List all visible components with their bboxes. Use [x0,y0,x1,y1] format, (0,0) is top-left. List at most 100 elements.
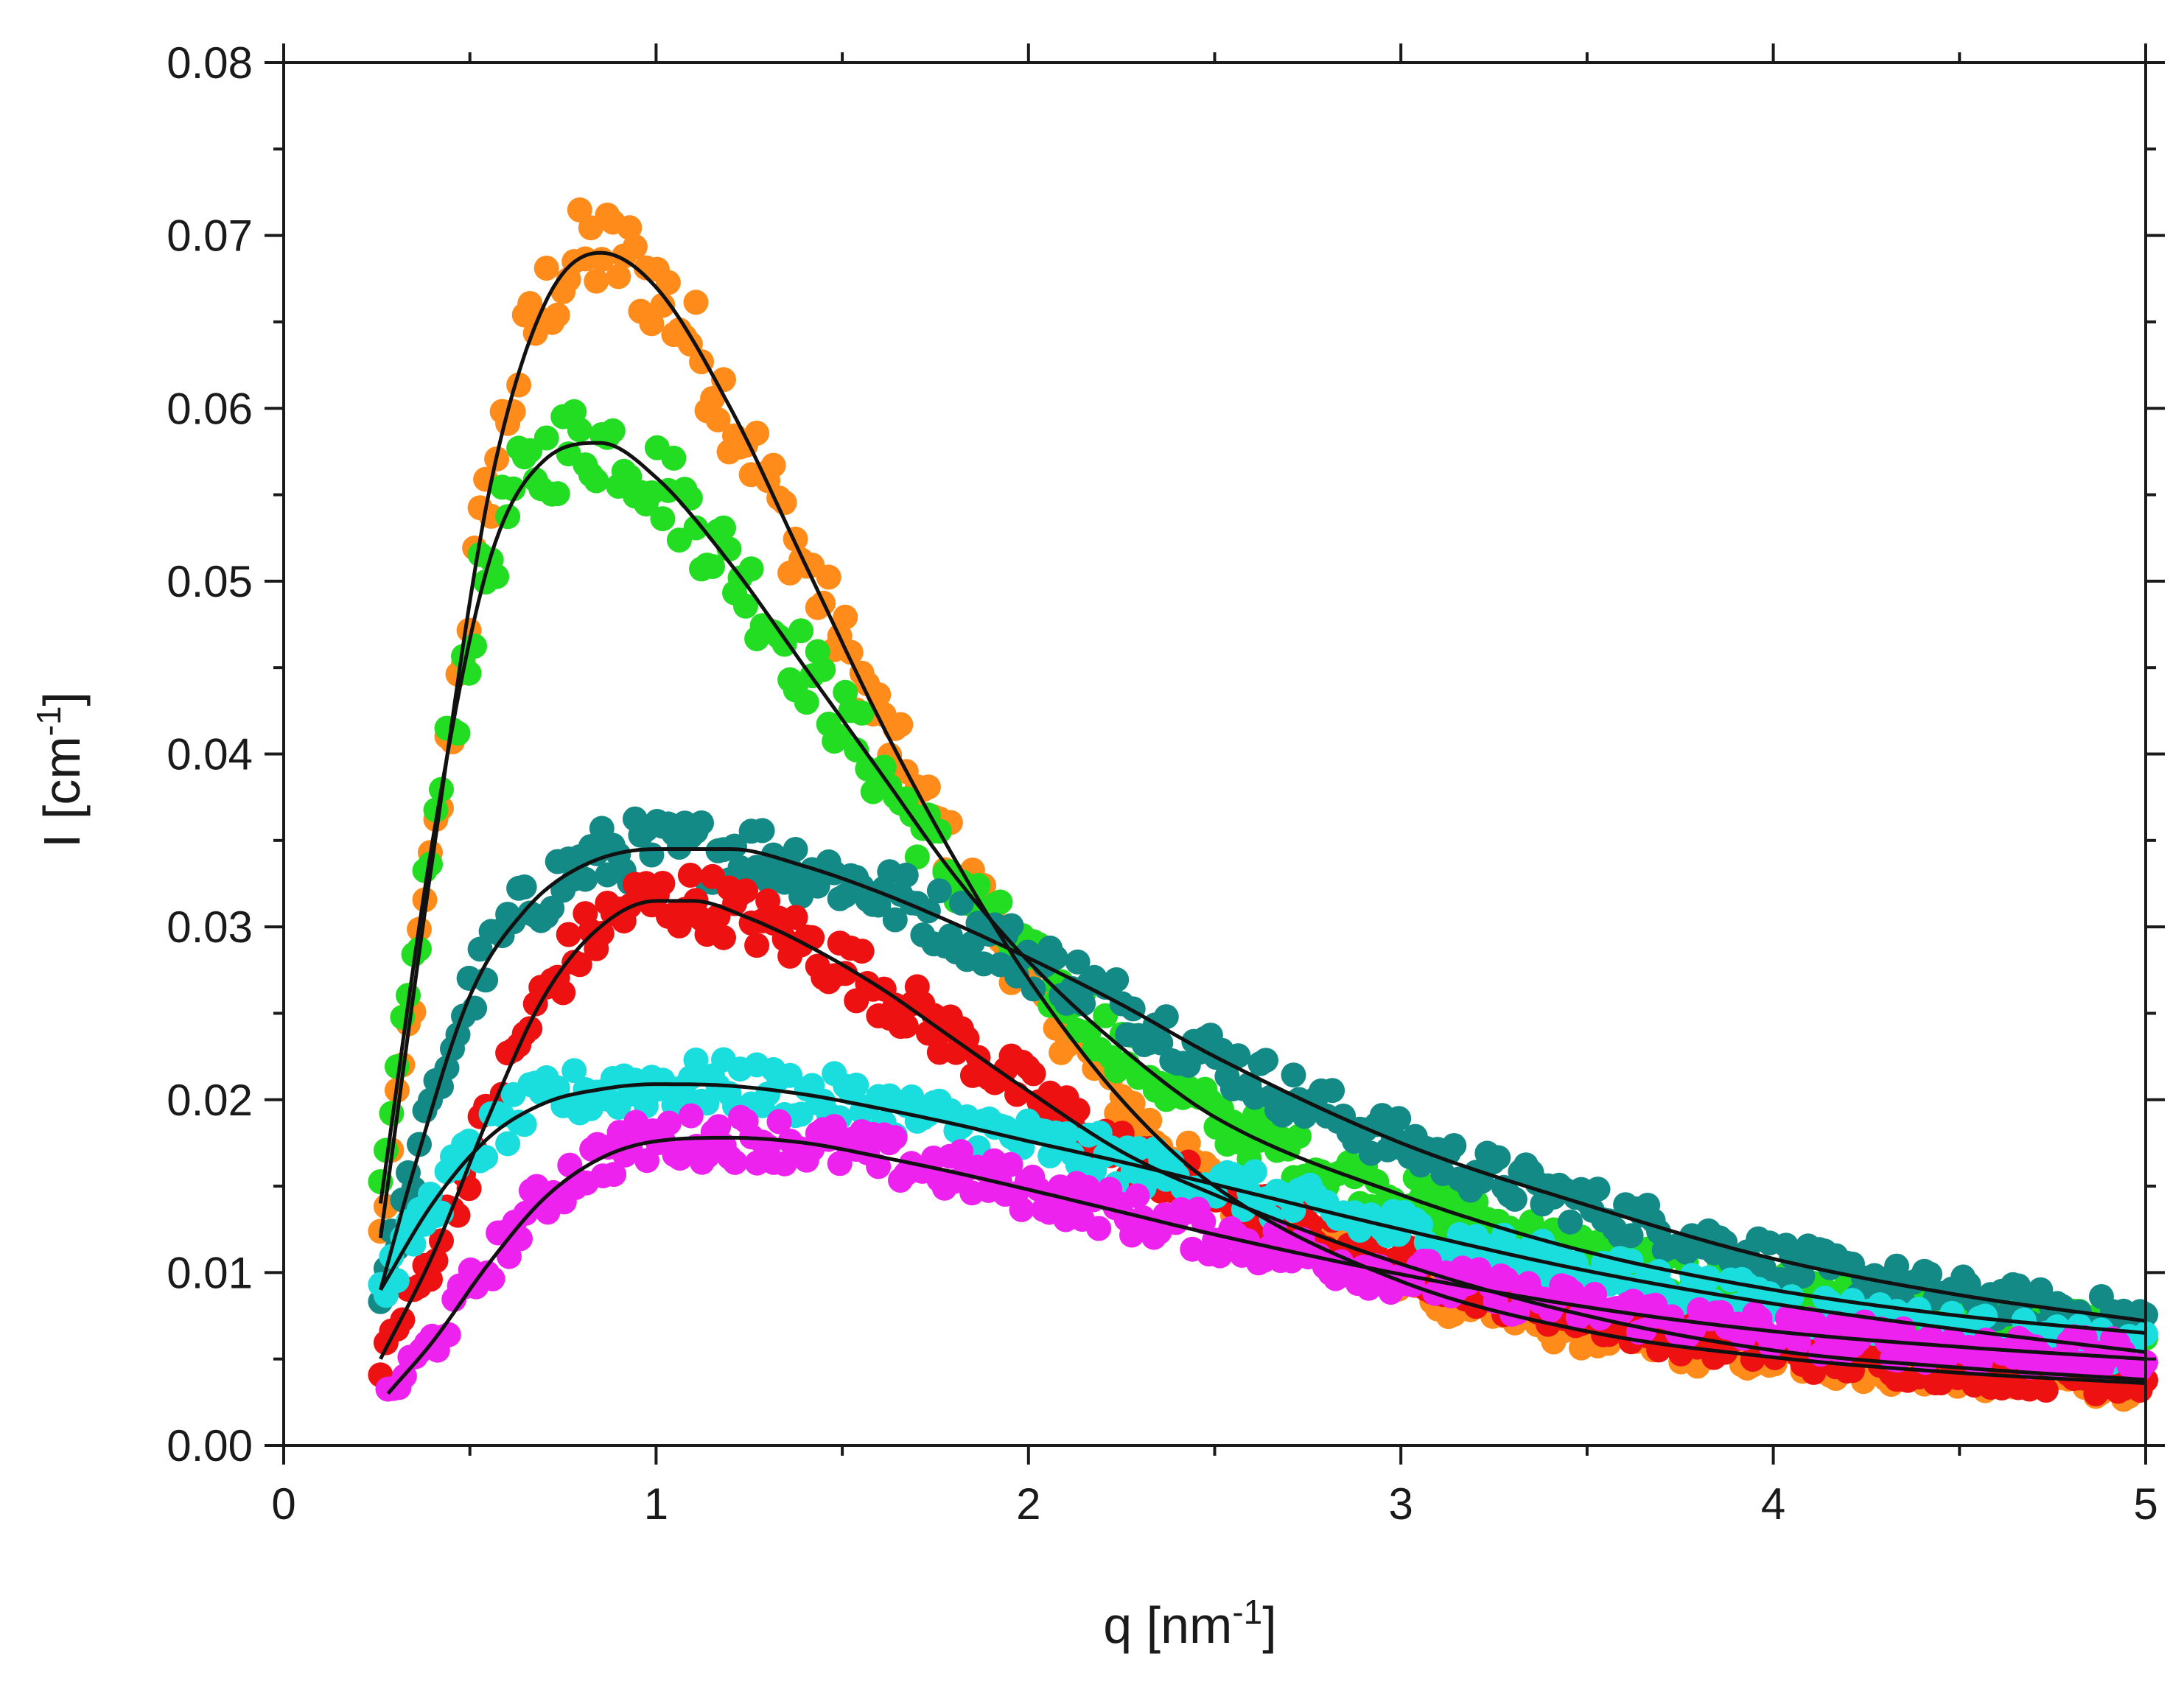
data-point [650,506,676,532]
x-tick-label: 2 [1016,1479,1040,1529]
data-point [882,907,908,933]
data-point [561,1058,587,1084]
data-point [1585,1177,1611,1202]
data-point [567,417,592,443]
series-green-fit-line [378,441,2146,1335]
data-point [567,952,592,978]
data-point [811,656,836,682]
data-point [783,837,808,862]
data-point [480,1266,505,1291]
data-point [533,256,559,281]
data-point [849,700,875,726]
data-point [1281,1062,1306,1088]
data-point [678,1103,704,1129]
data-point [500,476,526,502]
data-point [1973,1303,1998,1329]
data-point [600,418,626,443]
data-point [533,425,559,451]
data-point [760,452,786,478]
data-point [733,593,758,619]
data-point [722,1149,748,1175]
data-point [495,1131,521,1157]
data-point [866,1154,892,1179]
x-tick-label: 3 [1389,1479,1413,1529]
data-point [899,1084,925,1109]
data-point [384,1268,410,1294]
data-point [816,564,841,590]
series-orange-fit-line [378,250,2146,1385]
data-point [606,264,631,290]
data-point [783,905,808,930]
data-point [706,1114,732,1140]
data-point [1558,1209,1583,1235]
data-point [788,618,814,644]
data-point [833,604,858,630]
data-point [550,980,576,1006]
y-tick-label: 0.07 [167,211,253,261]
data-point [473,1145,499,1170]
data-point [601,1162,627,1188]
y-tick-label: 0.04 [167,730,253,779]
data-point [484,564,510,589]
data-point [844,1072,869,1098]
data-point [744,933,770,958]
y-tick-label: 0.02 [167,1076,253,1125]
data-point [650,292,676,318]
data-point [584,468,609,494]
y-tick-label: 0.03 [167,902,253,952]
data-point [545,481,570,507]
data-point [722,833,747,859]
data-point [650,871,676,896]
data-point [1004,1081,1029,1107]
y-tick-label: 0.08 [167,38,253,88]
data-point [1320,1078,1345,1104]
data-point [1009,1196,1035,1222]
y-axis-title: I [cm-1] [29,692,91,848]
data-point [827,723,853,749]
data-point [998,913,1024,939]
y-tick-label: 0.06 [167,384,253,433]
x-tick-label: 5 [2133,1479,2157,1529]
data-point [407,1132,432,1157]
data-point [1618,1223,1644,1249]
data-point [1191,1209,1217,1235]
data-point [1356,1275,1382,1301]
data-point [556,922,581,947]
data-point [1242,1159,1267,1185]
data-point [573,866,598,892]
data-point [584,268,609,294]
data-point [617,215,643,241]
data-point [661,445,687,471]
data-point [700,386,725,411]
data-point [1021,1061,1046,1087]
data-point [1631,1317,1657,1343]
data-point [888,712,914,737]
data-point [1790,1263,1816,1288]
data-point [733,878,758,904]
x-tick-label: 1 [644,1479,668,1529]
data-point [833,961,858,986]
data-point [677,863,703,888]
data-point [1386,1106,1412,1132]
data-point [508,1226,533,1252]
series-teal-fit-line [378,847,2146,1323]
data-point [849,939,875,964]
data-point [1485,1145,1511,1171]
data-point [871,754,897,780]
data-point [998,1151,1023,1177]
data-point [827,1151,853,1177]
x-tick-label: 4 [1761,1479,1785,1529]
data-point [987,889,1013,915]
data-point [1037,1143,1063,1168]
data-point [683,290,709,315]
data-point [539,895,565,921]
data-point [749,818,775,844]
data-point [2033,1378,2059,1403]
data-point [423,1248,449,1274]
data-point [700,554,725,579]
data-point [1043,944,1068,970]
data-point [639,311,665,337]
y-tick-label: 0.05 [167,557,253,606]
data-point [893,1013,919,1039]
data-point [711,515,736,541]
